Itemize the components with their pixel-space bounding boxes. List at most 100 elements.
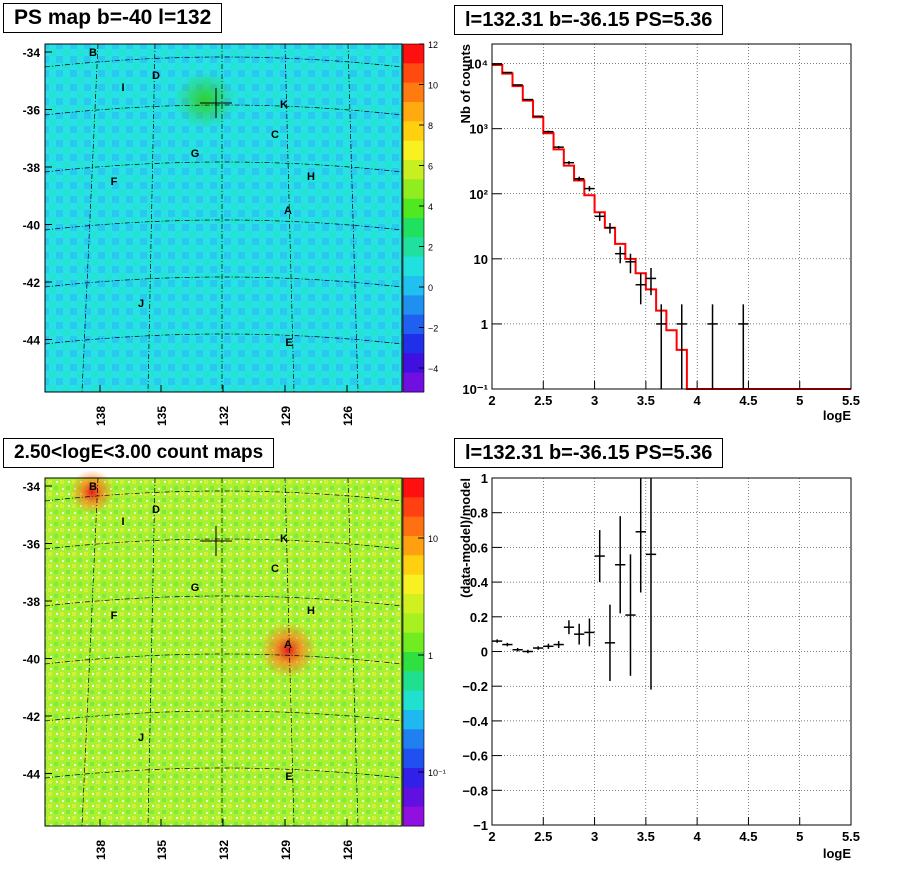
colorbar-segment bbox=[403, 632, 424, 653]
map-x-tick-label: 126 bbox=[341, 406, 355, 426]
residual-data-point bbox=[604, 604, 616, 681]
map-y-tick-label: -36 bbox=[23, 104, 41, 118]
spectrum-panel: 2 2.5 3 3.5 4 4.5 5 5.5 10⁻¹ 1 10 10² 10³ 10⁴ logE Nb… bbox=[458, 43, 860, 423]
colorbar-tick-label: −4 bbox=[428, 364, 438, 374]
map-y-tick-label: -34 bbox=[23, 480, 41, 494]
colorbar-segment bbox=[403, 806, 424, 827]
map-y-tick-label: -44 bbox=[23, 334, 41, 348]
residual-data-point bbox=[502, 642, 513, 647]
colorbar-segment bbox=[403, 555, 424, 576]
residual-y-tick-label: 0.6 bbox=[470, 540, 488, 555]
colorbar-segment bbox=[403, 768, 424, 788]
source-label-g: G bbox=[191, 148, 200, 160]
residual-x-tick-label: 4 bbox=[694, 829, 702, 844]
source-label-b: B bbox=[89, 481, 97, 493]
longitude-line bbox=[347, 477, 359, 827]
colorbar-segment bbox=[403, 729, 424, 750]
residual-data-point bbox=[563, 620, 575, 635]
colorbar-segment bbox=[403, 478, 424, 498]
source-label-j: J bbox=[138, 298, 144, 310]
colorbar-segment bbox=[403, 63, 424, 84]
colorbar-tick-label: 2 bbox=[428, 243, 433, 253]
colorbar-tick-label: 1 bbox=[428, 651, 433, 661]
colorbar-tick-label: 4 bbox=[428, 202, 433, 212]
ps-map-title: PS map b=-40 l=132 bbox=[3, 3, 223, 33]
latitude-line bbox=[44, 653, 403, 665]
residual-y-tick-label: 0.8 bbox=[470, 506, 488, 521]
spectrum-y-tick-label: 10² bbox=[469, 187, 488, 202]
map-x-tick-label: 129 bbox=[279, 406, 293, 426]
residual-y-tick-label: 0.2 bbox=[470, 610, 488, 625]
colorbar-segment bbox=[403, 652, 424, 672]
map-x-tick-label: 138 bbox=[94, 840, 108, 860]
residual-y-tick-label: −1 bbox=[473, 818, 488, 833]
spectrum-x-tick-label: 5.5 bbox=[842, 393, 860, 408]
colorbar-tick-label: 10 bbox=[428, 81, 438, 91]
source-label-c: C bbox=[271, 563, 279, 575]
latitude-line bbox=[44, 219, 403, 231]
colorbar-segment bbox=[403, 671, 424, 692]
spectrum-y-tick-label: 10⁴ bbox=[467, 57, 488, 72]
source-label-g: G bbox=[191, 582, 200, 594]
spectrum-x-tick-label: 4 bbox=[694, 393, 702, 408]
spectrum-data-point bbox=[522, 98, 534, 101]
source-label-k: K bbox=[280, 533, 288, 545]
spectrum-title: l=132.31 b=-36.15 PS=5.36 bbox=[454, 5, 724, 35]
spectrum-x-tick-label: 3 bbox=[591, 393, 598, 408]
residual-data-point bbox=[645, 478, 657, 690]
spectrum-x-axis-label: logE bbox=[823, 408, 851, 423]
map-y-tick-label: -44 bbox=[23, 768, 41, 782]
spectrum-data-point bbox=[738, 304, 749, 389]
colorbar-segment bbox=[403, 497, 424, 518]
colorbar-segment bbox=[403, 353, 424, 374]
source-label-i: I bbox=[121, 516, 124, 528]
spectrum-y-tick-label: 10⁻¹ bbox=[462, 382, 488, 397]
residual-data-point bbox=[615, 516, 626, 614]
spectrum-data-point bbox=[502, 71, 513, 74]
latitude-line bbox=[44, 595, 403, 607]
colorbar-segment bbox=[403, 787, 424, 808]
spectrum-data-point bbox=[563, 161, 575, 165]
spectrum-data-point bbox=[584, 186, 595, 192]
spectrum-y-tick-label: 10 bbox=[474, 252, 488, 267]
map-x-tick-label: 126 bbox=[341, 840, 355, 860]
source-label-h: H bbox=[307, 605, 315, 617]
latitude-line bbox=[44, 161, 403, 173]
residual-data-point bbox=[574, 623, 585, 645]
source-label-e: E bbox=[285, 337, 292, 349]
residual-data-point bbox=[594, 530, 605, 583]
source-label-d: D bbox=[152, 70, 160, 82]
spectrum-data-point bbox=[707, 304, 718, 389]
residual-title: l=132.31 b=-36.15 PS=5.36 bbox=[454, 438, 724, 468]
count-map-title: 2.50<logE<3.00 count maps bbox=[3, 438, 275, 468]
source-label-i: I bbox=[121, 82, 124, 94]
longitude-line bbox=[147, 477, 156, 827]
colorbar-segment bbox=[403, 690, 424, 711]
residual-y-tick-label: −0.6 bbox=[462, 749, 488, 764]
residual-data-point bbox=[584, 618, 595, 647]
longitude-line bbox=[284, 477, 295, 827]
colorbar-segment bbox=[403, 536, 424, 556]
latitude-line bbox=[44, 276, 403, 288]
map-x-tick-label: 129 bbox=[279, 840, 293, 860]
spectrum-data-point bbox=[604, 223, 616, 234]
source-label-a: A bbox=[284, 205, 292, 217]
residual-data-point bbox=[635, 478, 646, 593]
spectrum-data-point bbox=[625, 253, 636, 274]
colorbar-tick-label: 8 bbox=[428, 121, 433, 131]
colorbar-tick-label: 6 bbox=[428, 162, 433, 172]
residual-data-point bbox=[625, 554, 636, 676]
residual-data-point bbox=[522, 649, 534, 654]
map-x-tick-label: 135 bbox=[155, 406, 169, 426]
source-label-h: H bbox=[307, 171, 315, 183]
map-y-tick-label: -38 bbox=[23, 595, 41, 609]
ps-map-colorbar bbox=[402, 43, 425, 393]
colorbar-tick-label: 10⁻¹ bbox=[428, 768, 446, 778]
colorbar-segment bbox=[403, 237, 424, 258]
residual-y-tick-label: −0.4 bbox=[462, 714, 488, 729]
colorbar-tick-label: 12 bbox=[428, 40, 438, 50]
colorbar-segment bbox=[403, 748, 424, 769]
residual-data-point bbox=[492, 639, 503, 643]
spectrum-x-tick-label: 2.5 bbox=[534, 393, 552, 408]
source-label-j: J bbox=[138, 732, 144, 744]
